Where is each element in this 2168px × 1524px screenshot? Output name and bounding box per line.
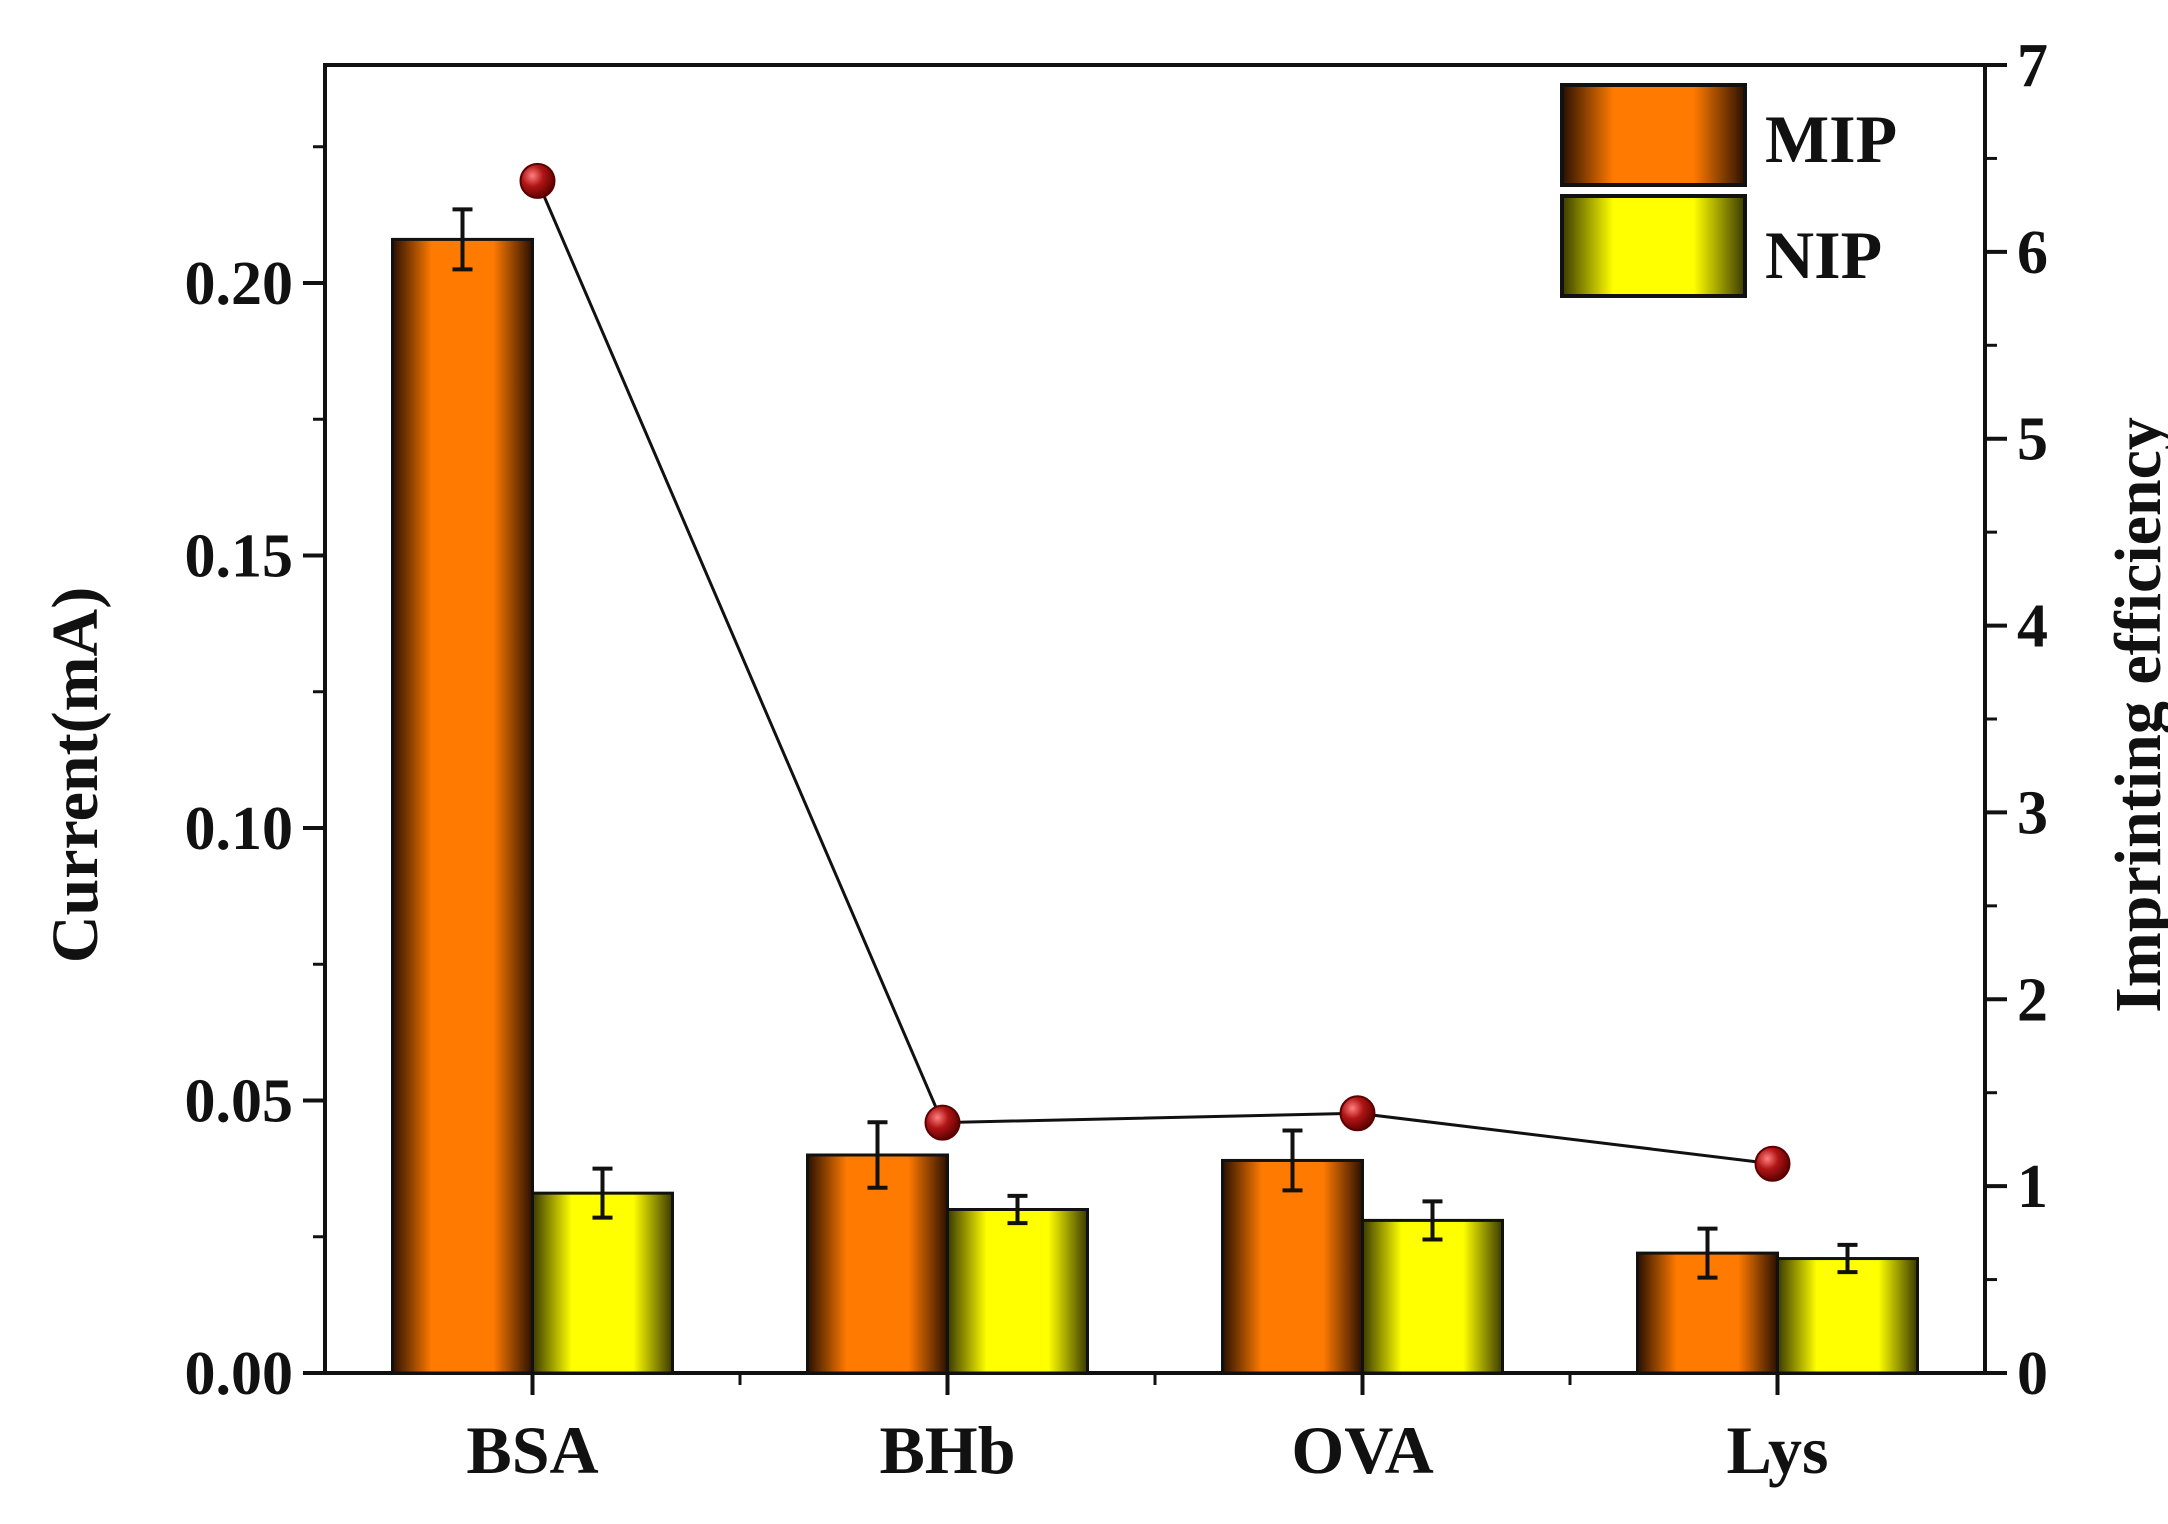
- error-bar-nip-bhb: [1007, 1193, 1028, 1226]
- right-tick-label: 3: [2017, 779, 2048, 847]
- right-tick-label: 2: [2017, 966, 2048, 1034]
- left-tick-label: 0.15: [185, 523, 294, 591]
- error-bar-mip-lys: [1697, 1226, 1718, 1280]
- bar-nip-ova: [1361, 1218, 1504, 1375]
- x-axis-ticks: BSA BHb OVA Lys: [466, 1373, 1829, 1488]
- legend: MIP NIP: [1560, 83, 1897, 298]
- x-tick-label-ova: OVA: [1291, 1412, 1433, 1488]
- error-bar-nip-lys: [1837, 1242, 1858, 1275]
- efficiency-point-lys: [1754, 1145, 1791, 1182]
- bar-nip-bsa: [531, 1191, 674, 1375]
- right-axis-ticks: 0 1 2 3 4 5 6 7: [1985, 32, 2048, 1408]
- right-tick-label: 6: [2017, 219, 2048, 287]
- x-tick-label-lys: Lys: [1726, 1412, 1828, 1488]
- y-axis-title-left: Current(mA): [39, 587, 112, 963]
- right-tick-label: 5: [2017, 406, 2048, 474]
- x-tick-label-bhb: BHb: [879, 1412, 1015, 1488]
- error-bar-mip-ova: [1282, 1128, 1303, 1193]
- bar-nip-bhb: [946, 1208, 1089, 1375]
- error-bar-mip-bhb: [867, 1120, 888, 1190]
- legend-label-nip: NIP: [1765, 217, 1882, 293]
- legend-label-mip: MIP: [1765, 101, 1897, 177]
- left-tick-label: 0.10: [185, 795, 294, 863]
- efficiency-line-layer: [519, 162, 1791, 1182]
- right-tick-label: 1: [2017, 1153, 2048, 1221]
- left-tick-label: 0.05: [185, 1068, 294, 1136]
- efficiency-point-ova: [1339, 1095, 1376, 1132]
- left-axis-ticks: 0.00 0.05 0.10 0.15 0.20: [185, 145, 325, 1408]
- error-bar-mip-bsa: [452, 207, 473, 272]
- efficiency-line: [536, 180, 1773, 1166]
- y-axis-title-right: Imprinting efficiency: [2102, 417, 2168, 1013]
- x-tick-label-bsa: BSA: [466, 1412, 598, 1488]
- error-bar-nip-ova: [1422, 1199, 1443, 1242]
- right-tick-label: 4: [2017, 593, 2048, 661]
- left-tick-label: 0.20: [185, 250, 294, 318]
- right-tick-label: 0: [2017, 1340, 2048, 1408]
- bar-mip-bsa: [391, 237, 534, 1375]
- legend-swatch-mip: [1560, 83, 1747, 187]
- right-tick-label: 7: [2017, 32, 2048, 100]
- bar-nip-lys: [1776, 1257, 1919, 1375]
- efficiency-point-bhb: [924, 1104, 961, 1141]
- left-tick-label: 0.00: [185, 1340, 294, 1408]
- error-bars: [452, 207, 1858, 1280]
- bars: [391, 237, 1919, 1375]
- error-bar-nip-bsa: [592, 1166, 613, 1220]
- bar-mip-ova: [1221, 1158, 1364, 1375]
- efficiency-point-bsa: [519, 162, 556, 199]
- legend-swatch-nip: [1560, 194, 1747, 298]
